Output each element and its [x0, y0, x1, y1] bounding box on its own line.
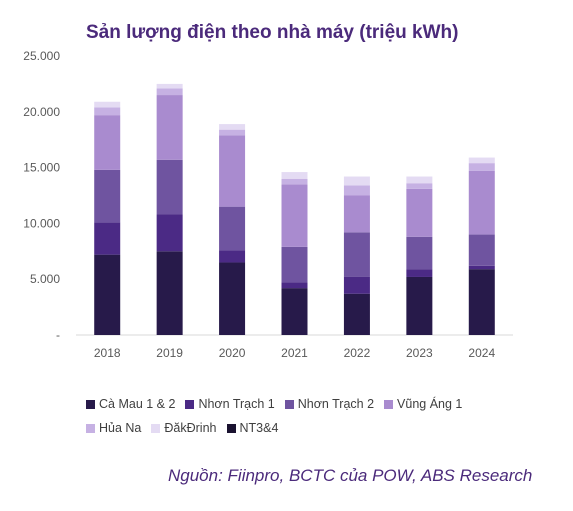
bar-segment	[156, 88, 183, 96]
x-tick-label: 2022	[344, 346, 371, 360]
bar-segment	[406, 176, 433, 184]
legend-swatch	[284, 399, 294, 409]
legend-label: Nhơn Trạch 1	[198, 397, 275, 411]
chart-title: Sản lượng điện theo nhà máy (triệu kWh)	[86, 22, 459, 43]
legend: Cà Mau 1 & 2 Nhơn Trạch 1 Nhơn Trạch 2 Vũng…	[86, 392, 526, 440]
bar-segment	[219, 124, 246, 130]
bar-segment	[468, 269, 495, 335]
legend-label: ĐăkĐrinh	[164, 421, 217, 435]
bar-segment	[343, 276, 370, 294]
legend-item: Vũng Áng 1	[384, 397, 462, 411]
x-tick-label: 2021	[281, 346, 308, 360]
bar-segment	[156, 83, 183, 89]
x-tick-label: 2019	[156, 346, 183, 360]
bar-segment	[156, 251, 183, 335]
legend-swatch	[185, 399, 195, 409]
bar-segment	[94, 169, 121, 223]
y-tick-label: 25.000	[23, 49, 60, 63]
bar-segment	[281, 178, 308, 185]
bar-segment	[94, 115, 121, 170]
bar-segment	[219, 129, 246, 136]
bar-segment	[343, 232, 370, 277]
bar-segment	[219, 262, 246, 335]
legend-swatch	[226, 423, 236, 433]
legend-label: Vũng Áng 1	[397, 397, 463, 411]
bar-segment	[219, 250, 246, 263]
x-tick-label: 2020	[219, 346, 246, 360]
legend-label: NT3&4	[239, 421, 279, 435]
legend-item: Cà Mau 1 & 2	[86, 397, 175, 411]
bar-segment	[281, 288, 308, 335]
y-tick-label: 10.000	[23, 216, 60, 230]
bar-segment	[343, 293, 370, 335]
legend-swatch	[151, 423, 161, 433]
legend-item: NT3&4	[226, 421, 279, 435]
bar-segment	[406, 188, 433, 237]
legend-swatch	[384, 399, 394, 409]
bar-segment	[343, 176, 370, 186]
y-tick-label: 20.000	[23, 105, 60, 119]
legend-row: Cà Mau 1 & 2 Nhơn Trạch 1 Nhơn Trạch 2 Vũng…	[86, 392, 526, 416]
legend-row: Hủa Na ĐăkĐrinh NT3&4	[86, 416, 526, 440]
bar-segment	[94, 222, 121, 255]
y-tick-label: 15.000	[23, 161, 60, 175]
bar-segment	[94, 101, 121, 108]
legend-item: Nhơn Trạch 1	[185, 397, 275, 411]
legend-item: Nhơn Trạch 2	[284, 397, 375, 411]
bar-segment	[468, 163, 495, 171]
bar-segment	[281, 246, 308, 283]
y-tick-label: -	[56, 328, 60, 342]
x-tick-label: 2018	[94, 346, 121, 360]
stacked-bar-chart: - 5.000 10.000 15.000 20.000 25.000 2018 2019 2…	[23, 49, 513, 360]
legend-label: Cà Mau 1 & 2	[99, 397, 176, 411]
bar-segment	[406, 269, 433, 277]
bar-segment	[219, 206, 246, 251]
y-tick-label: 5.000	[30, 272, 60, 286]
bar-segment	[156, 95, 183, 160]
legend-item: Hủa Na	[86, 421, 141, 435]
bar-segment	[94, 107, 121, 116]
bar-segment	[343, 195, 370, 233]
bar-segment	[468, 265, 495, 270]
source-note: Nguồn: Fiinpro, BCTC của POW, ABS Resear…	[168, 466, 533, 485]
bar-segment	[468, 157, 495, 164]
legend-swatch	[86, 399, 95, 409]
legend-swatch	[86, 423, 95, 433]
bar-segment	[406, 276, 433, 335]
x-tick-label: 2024	[468, 346, 495, 360]
legend-label: Hủa Na	[99, 421, 142, 435]
bar-segment	[156, 214, 183, 252]
bar-segment	[406, 183, 433, 189]
bar-segment	[281, 172, 308, 179]
bar-segment	[406, 236, 433, 270]
bar-segment	[468, 234, 495, 266]
bar-segment	[219, 135, 246, 207]
bar-segment	[94, 254, 121, 335]
bar-segment	[156, 159, 183, 215]
bar-segment	[343, 185, 370, 196]
legend-label: Nhơn Trạch 2	[297, 397, 375, 411]
x-tick-label: 2023	[406, 346, 433, 360]
legend-item: ĐăkĐrinh	[151, 421, 217, 435]
bar-segment	[281, 184, 308, 247]
bar-segment	[281, 282, 308, 289]
bar-segment	[468, 170, 495, 235]
